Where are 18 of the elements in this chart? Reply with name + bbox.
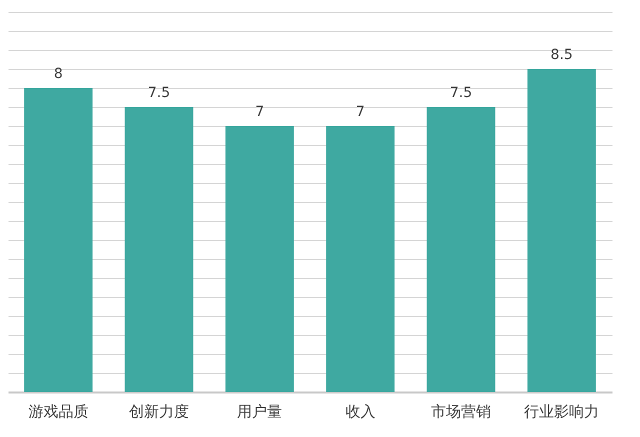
- bar: [225, 126, 294, 392]
- data-label: 8: [54, 66, 63, 82]
- x-tick-label: 行业影响力: [524, 402, 600, 420]
- bar: [527, 69, 596, 392]
- data-label: 7.5: [450, 85, 472, 101]
- data-label: 8.5: [550, 47, 573, 63]
- data-label: 7: [255, 104, 264, 120]
- bar: [124, 107, 194, 392]
- x-tick-label: 创新力度: [129, 402, 189, 420]
- x-tick-label: 游戏品质: [28, 402, 88, 420]
- bar: [326, 126, 395, 392]
- bar: [426, 107, 496, 392]
- x-tick-label: 收入: [345, 402, 376, 420]
- x-tick-label: 用户量: [237, 402, 282, 420]
- data-label: 7: [356, 104, 365, 120]
- bar: [24, 88, 93, 392]
- data-label: 7.5: [148, 85, 170, 101]
- x-tick-label: 市场营销: [431, 402, 491, 420]
